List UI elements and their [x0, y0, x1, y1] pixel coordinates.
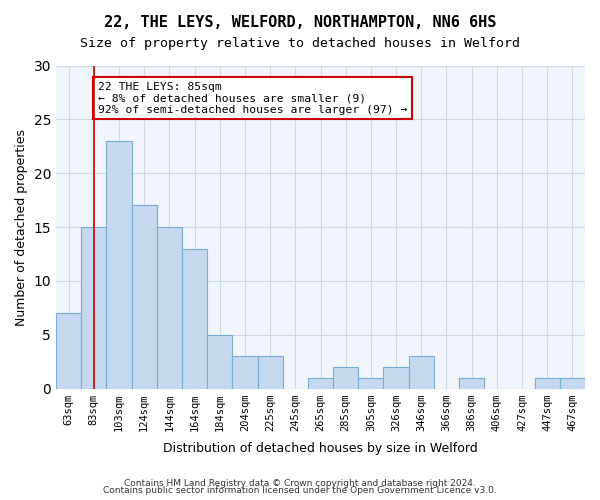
Bar [358, 378, 383, 388]
Bar [207, 334, 232, 388]
Bar [56, 313, 81, 388]
Text: 22, THE LEYS, WELFORD, NORTHAMPTON, NN6 6HS: 22, THE LEYS, WELFORD, NORTHAMPTON, NN6 … [104, 15, 496, 30]
Bar [308, 378, 333, 388]
Bar [333, 367, 358, 388]
Bar [106, 141, 131, 388]
Text: Contains public sector information licensed under the Open Government Licence v3: Contains public sector information licen… [103, 486, 497, 495]
Bar [560, 378, 585, 388]
Bar [131, 206, 157, 388]
Bar [459, 378, 484, 388]
Bar [535, 378, 560, 388]
X-axis label: Distribution of detached houses by size in Welford: Distribution of detached houses by size … [163, 442, 478, 455]
Y-axis label: Number of detached properties: Number of detached properties [15, 128, 28, 326]
Bar [81, 227, 106, 388]
Bar [409, 356, 434, 388]
Bar [257, 356, 283, 388]
Text: Size of property relative to detached houses in Welford: Size of property relative to detached ho… [80, 38, 520, 51]
Text: Contains HM Land Registry data © Crown copyright and database right 2024.: Contains HM Land Registry data © Crown c… [124, 478, 476, 488]
Bar [232, 356, 257, 388]
Bar [383, 367, 409, 388]
Text: 22 THE LEYS: 85sqm
← 8% of detached houses are smaller (9)
92% of semi-detached : 22 THE LEYS: 85sqm ← 8% of detached hous… [98, 82, 407, 115]
Bar [157, 227, 182, 388]
Bar [182, 248, 207, 388]
